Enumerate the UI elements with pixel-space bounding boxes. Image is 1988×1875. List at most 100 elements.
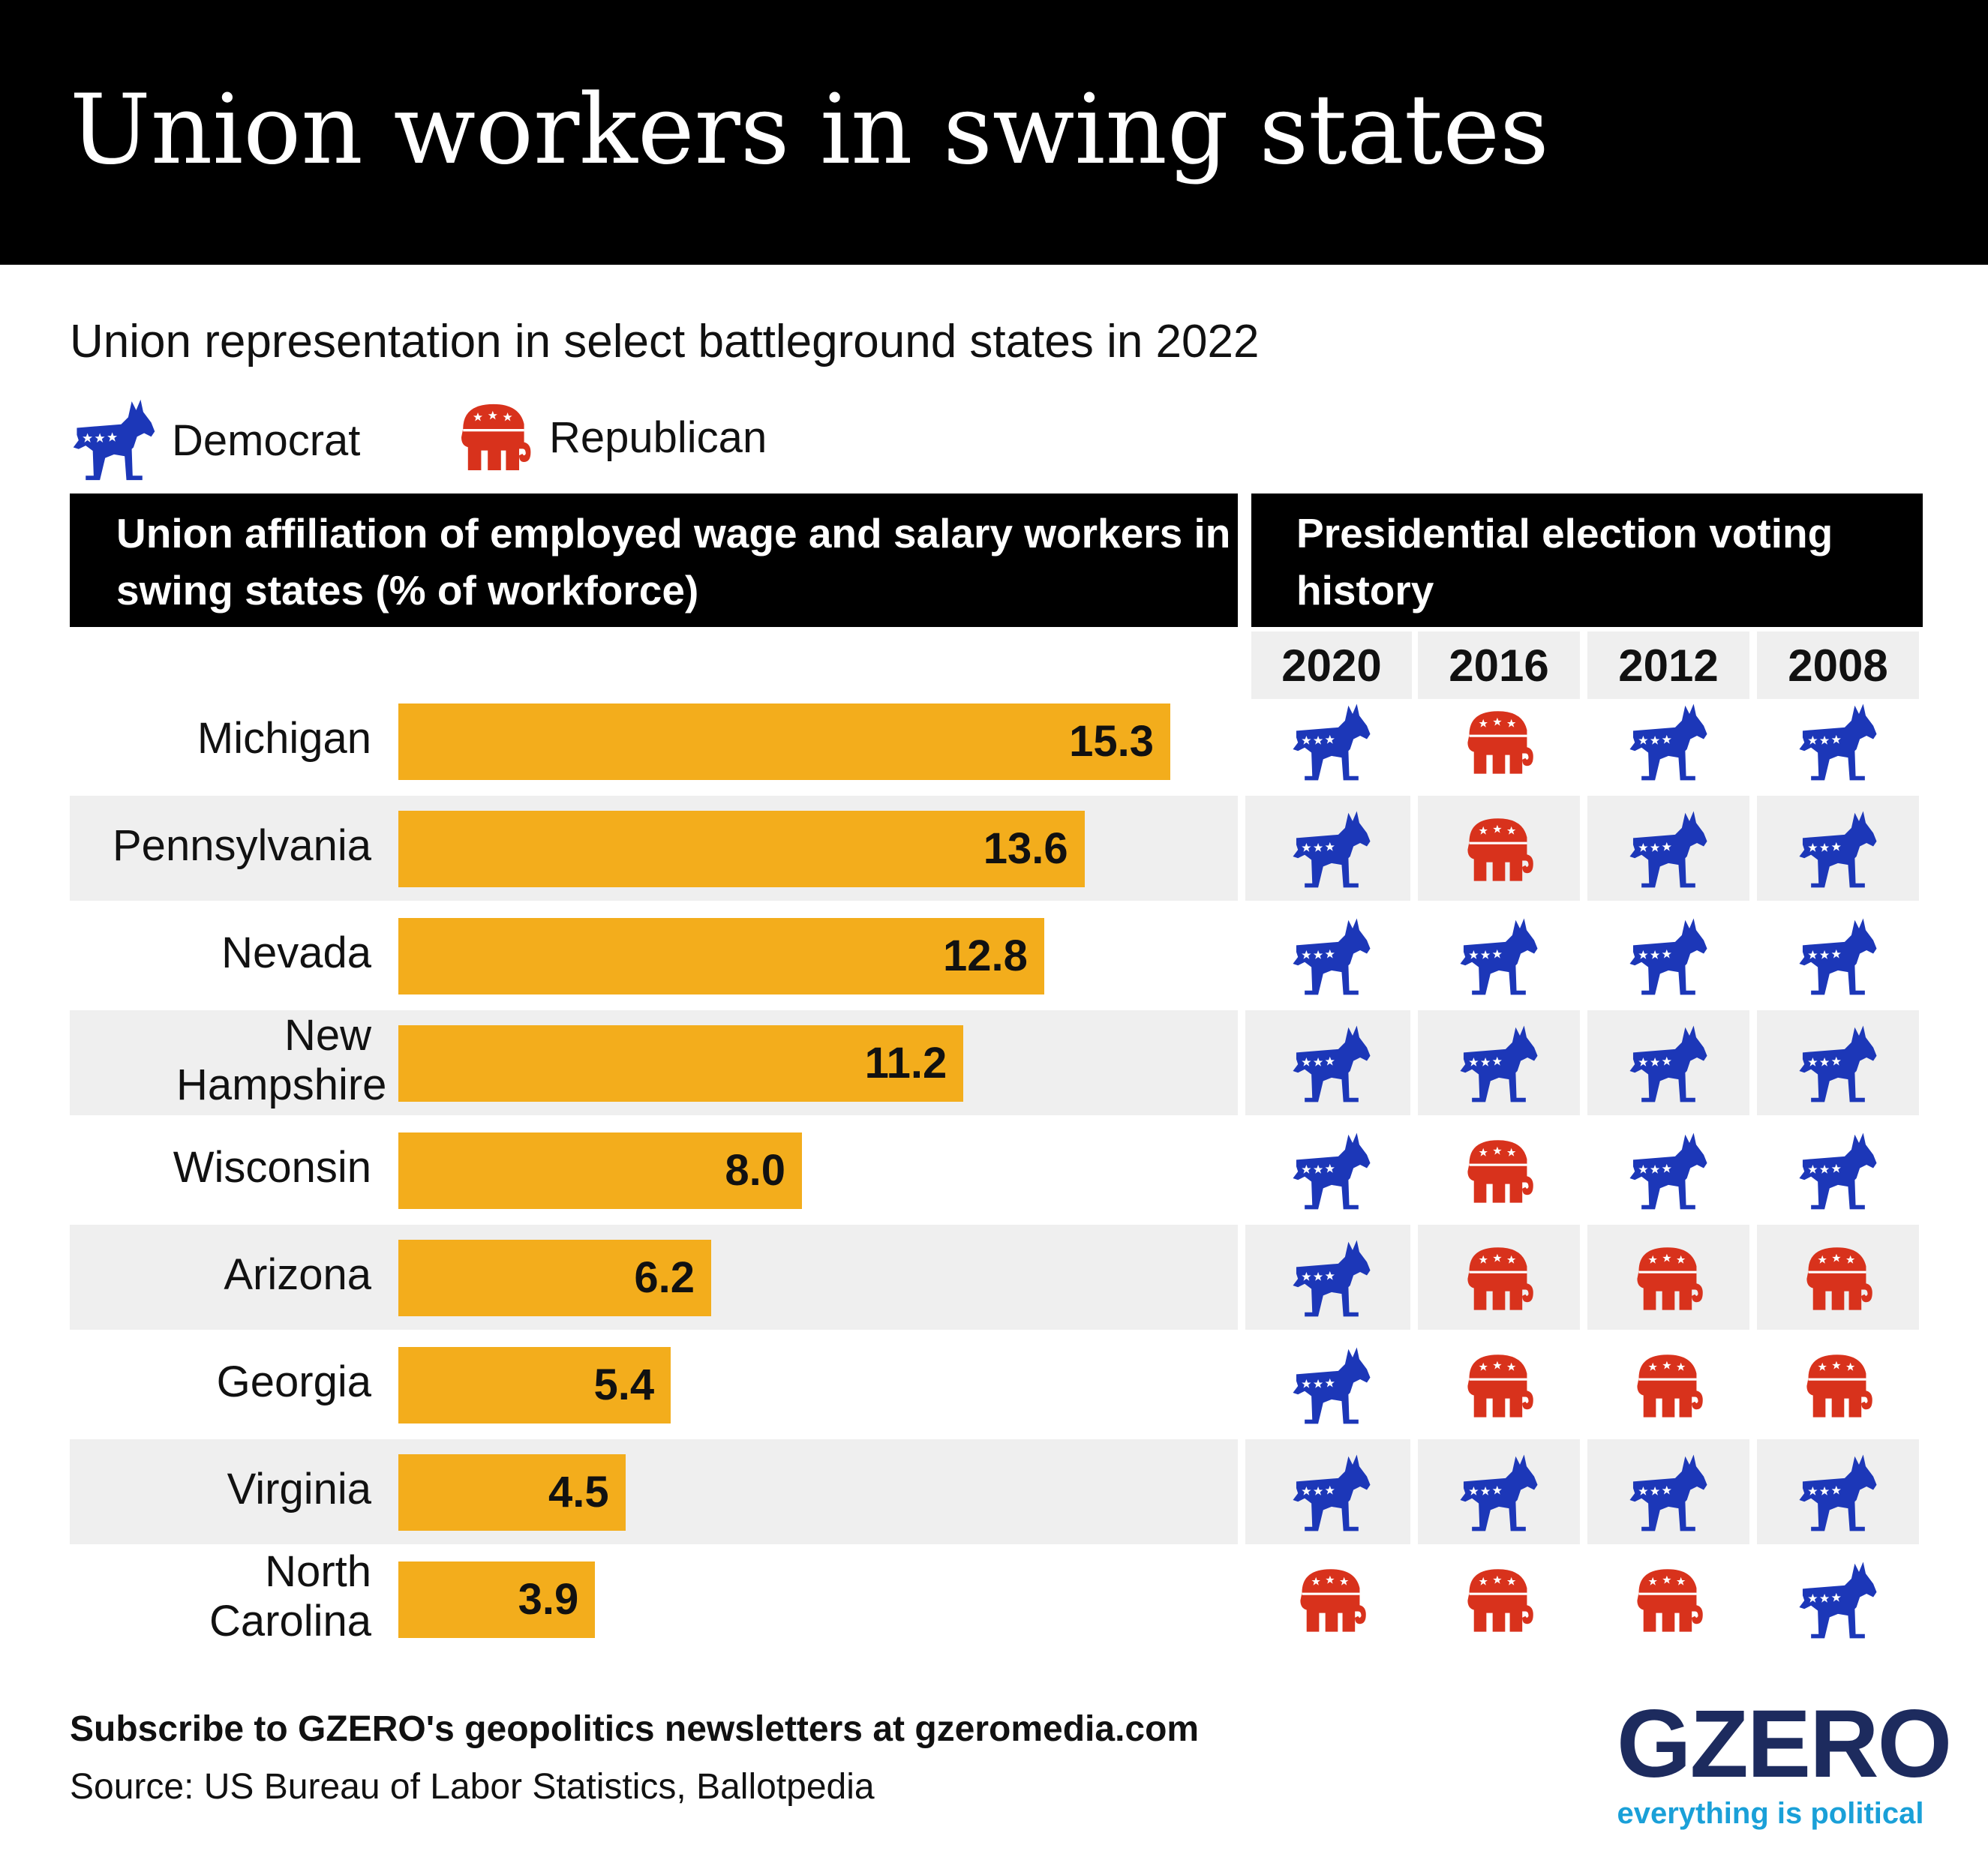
donkey-icon <box>1457 1451 1541 1535</box>
bar <box>398 918 1044 994</box>
donkey-icon <box>1796 1022 1880 1106</box>
donkey-icon <box>1290 808 1374 892</box>
elephant-icon <box>1460 1132 1538 1210</box>
donkey-icon <box>1626 1022 1710 1106</box>
voting-history-header: Presidential election voting history <box>1251 494 1923 627</box>
elephant-icon <box>1460 1240 1538 1318</box>
donkey-icon <box>1626 700 1710 784</box>
bar <box>398 1347 671 1424</box>
column-separator <box>1238 1225 1245 1330</box>
bar-chart-header: Union affiliation of employed wage and s… <box>70 494 1238 627</box>
column-separator <box>1410 1010 1418 1115</box>
elephant-icon <box>1460 1347 1538 1425</box>
donkey-icon <box>1290 700 1374 784</box>
source-text: Source: US Bureau of Labor Statistics, B… <box>70 1767 875 1807</box>
elephant-icon <box>1460 811 1538 889</box>
column-separator <box>1238 1439 1245 1544</box>
donkey-icon <box>1796 1130 1880 1214</box>
column-separator <box>1410 796 1418 901</box>
bar <box>398 811 1085 887</box>
row-band <box>70 1225 1919 1330</box>
bar-value-label: 11.2 <box>864 1039 947 1088</box>
legend-republican-label: Republican <box>549 412 767 462</box>
year-header-2008: 2008 <box>1757 632 1919 699</box>
state-label: Arizona <box>224 1250 371 1299</box>
state-label: Pennsylvania <box>113 821 371 870</box>
page-title: Union workers in swing states <box>70 74 1549 186</box>
bar <box>398 1454 626 1531</box>
elephant-icon <box>1293 1562 1371 1640</box>
column-separator <box>1580 796 1587 901</box>
year-header-2020: 2020 <box>1251 632 1412 699</box>
bar <box>398 1132 803 1209</box>
donkey-icon <box>1626 1130 1710 1214</box>
column-separator <box>1580 1225 1587 1330</box>
donkey-icon <box>1796 700 1880 784</box>
column-separator <box>1238 1010 1245 1115</box>
state-label: Wisconsin <box>173 1143 371 1192</box>
elephant-icon <box>1460 1562 1538 1640</box>
state-label: New Hampshire <box>176 1011 387 1109</box>
donkey-icon <box>1796 1451 1880 1535</box>
donkey-icon <box>1290 915 1374 999</box>
column-separator <box>1749 1225 1757 1330</box>
legend-republican: Republican <box>453 396 767 478</box>
legend-democrat: Democrat <box>70 396 360 484</box>
donkey-icon <box>1626 915 1710 999</box>
column-separator <box>1410 1225 1418 1330</box>
bar <box>398 1240 711 1316</box>
bar-value-label: 5.4 <box>593 1360 655 1409</box>
column-separator <box>1238 796 1245 901</box>
state-label: Virginia <box>227 1465 371 1514</box>
elephant-icon <box>1799 1240 1877 1318</box>
donkey-icon <box>1290 1344 1374 1428</box>
state-label: Nevada <box>221 928 371 977</box>
bar <box>398 1562 596 1638</box>
column-separator <box>1580 1439 1587 1544</box>
bar-value-label: 13.6 <box>983 824 1068 873</box>
bar-value-label: 8.0 <box>725 1146 786 1195</box>
donkey-icon <box>70 396 158 484</box>
donkey-icon <box>1290 1237 1374 1321</box>
bar-value-label: 4.5 <box>548 1468 609 1516</box>
donkey-icon <box>1457 915 1541 999</box>
elephant-icon <box>1629 1347 1707 1425</box>
elephant-icon <box>1629 1562 1707 1640</box>
bar-value-label: 3.9 <box>518 1575 579 1624</box>
state-label: Georgia <box>216 1358 371 1406</box>
donkey-icon <box>1796 1558 1880 1642</box>
state-label: North Carolina <box>209 1547 371 1646</box>
donkey-icon <box>1457 1022 1541 1106</box>
donkey-icon <box>1626 808 1710 892</box>
legend-democrat-label: Democrat <box>172 416 361 465</box>
donkey-icon <box>1796 808 1880 892</box>
bar-value-label: 12.8 <box>942 932 1028 980</box>
column-separator <box>1410 1439 1418 1544</box>
state-label: Michigan <box>197 714 371 763</box>
donkey-icon <box>1290 1022 1374 1106</box>
elephant-icon <box>1629 1240 1707 1318</box>
subscribe-text: Subscribe to GZERO's geopolitics newslet… <box>70 1709 1200 1749</box>
logo-wordmark: GZERO <box>1617 1690 1952 1798</box>
donkey-icon <box>1796 915 1880 999</box>
column-separator <box>1580 1010 1587 1115</box>
donkey-icon <box>1290 1451 1374 1535</box>
column-separator <box>1749 796 1757 901</box>
bar <box>398 1025 964 1102</box>
column-separator <box>1749 1439 1757 1544</box>
elephant-icon <box>1799 1347 1877 1425</box>
bar-value-label: 15.3 <box>1069 717 1154 766</box>
logo-tagline: everything is political <box>1617 1797 1924 1830</box>
row-band <box>70 1439 1919 1544</box>
column-separator <box>1749 1010 1757 1115</box>
bar <box>398 704 1170 780</box>
row-band <box>70 1010 1919 1115</box>
title-bar: Union workers in swing states <box>0 0 1988 265</box>
subtitle: Union representation in select battlegro… <box>70 316 1260 368</box>
donkey-icon <box>1626 1451 1710 1535</box>
donkey-icon <box>1290 1130 1374 1214</box>
elephant-icon <box>453 396 536 478</box>
elephant-icon <box>1460 704 1538 782</box>
gzero-logo: GZERO everything is political <box>1617 1690 1952 1831</box>
year-header-2016: 2016 <box>1418 632 1580 699</box>
